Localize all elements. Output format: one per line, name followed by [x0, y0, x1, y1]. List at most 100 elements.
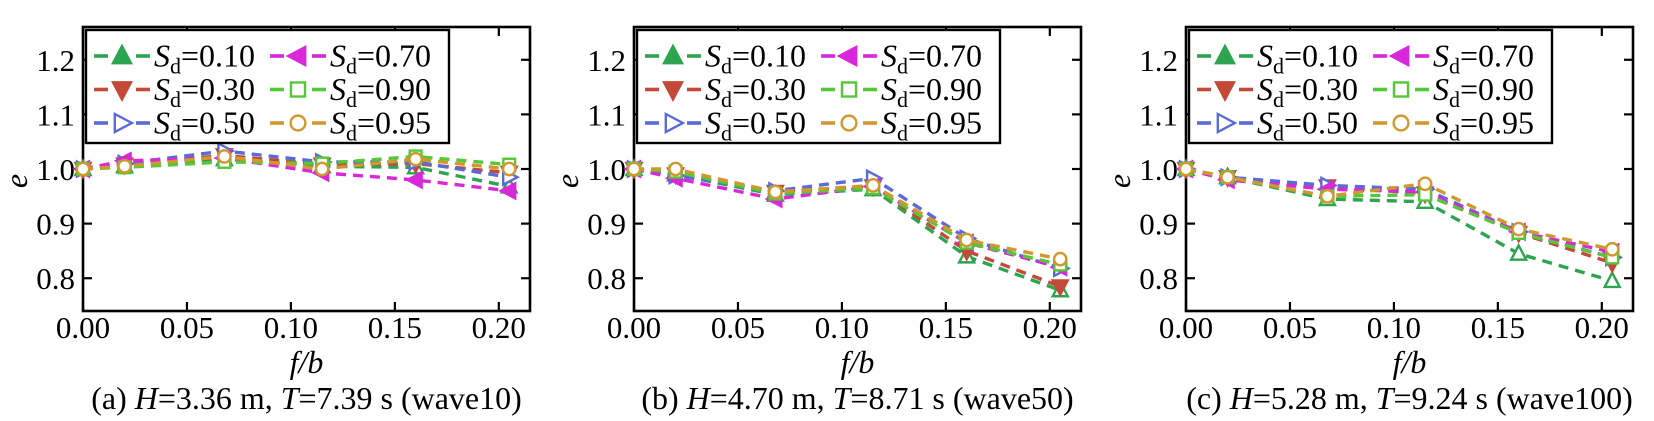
legend-label-sd030: Sd=0.30 [705, 71, 806, 112]
legend-triangle-down-marker-icon [1213, 81, 1236, 102]
y-axis-label: e [551, 174, 585, 188]
y-tick-label: 1.2 [1139, 43, 1178, 78]
legend-label-sd050: Sd=0.50 [1257, 104, 1358, 145]
x-tick-label: 0.15 [368, 310, 422, 345]
circle-marker-icon [668, 161, 684, 177]
legend-label-sd030: Sd=0.30 [1257, 71, 1358, 112]
legend-label-sd070: Sd=0.70 [881, 37, 982, 78]
x-tick-label: 0.00 [607, 310, 661, 345]
legend-square-marker-icon [1392, 81, 1409, 98]
series-sd095 [626, 161, 1068, 267]
legend-square-marker-icon [289, 81, 307, 98]
triangle-down-marker-icon [1051, 279, 1071, 298]
legend-square-marker-icon [841, 81, 858, 98]
chart-c-svg: 0.00 0.05 0.10 0.15 0.20 0.8 0.9 1.0 1.1 1.2 e f/b S… [1103, 25, 1634, 416]
legend-label-sd095: Sd=0.95 [881, 104, 982, 145]
legend-entry-sd030: Sd=0.30 [93, 71, 255, 112]
legend-triangle-left-marker-icon [836, 45, 858, 67]
legend-entry-sd050: Sd=0.50 [645, 104, 806, 146]
legend-triangle-right-marker-icon [1216, 112, 1238, 134]
x-axis-label: f/b [290, 344, 324, 380]
y-tick-label: 0.9 [588, 207, 627, 242]
circle-marker-icon [1219, 169, 1235, 185]
circle-marker-icon [959, 232, 975, 248]
x-tick-label: 0.05 [1262, 310, 1316, 345]
triangle-up-marker-icon [1602, 270, 1622, 289]
legend-entry-sd095: Sd=0.95 [821, 104, 982, 146]
circle-marker-icon [626, 161, 642, 177]
legend-label-sd030: Sd=0.30 [154, 71, 255, 112]
legend-entry-sd090: Sd=0.90 [821, 71, 982, 112]
x-tick-label: 0.20 [1023, 310, 1077, 345]
legend-entry-sd050: Sd=0.50 [1196, 104, 1358, 146]
legend-label-sd090: Sd=0.90 [330, 71, 431, 112]
legend-entry-sd030: Sd=0.30 [645, 71, 806, 112]
triangle-up-marker-icon [1508, 242, 1528, 261]
y-tick-label: 1.2 [36, 43, 75, 78]
legend-triangle-down-marker-icon [662, 81, 685, 102]
legend-triangle-left-marker-icon [285, 45, 307, 67]
x-axis-label: f/b [1392, 344, 1426, 380]
circle-marker-icon [217, 149, 232, 164]
legend-entry-sd070: Sd=0.70 [1372, 37, 1534, 79]
legend-triangle-up-marker-icon [111, 43, 133, 65]
chart-a-svg: 0.00 0.05 0.10 0.15 0.20 0.8 0.9 1.0 1.1 1.2 e f/b S… [0, 25, 532, 416]
y-tick-label: 1.1 [1139, 97, 1178, 132]
legend-label-sd070: Sd=0.70 [1433, 37, 1534, 78]
y-tick-label: 0.8 [1139, 261, 1178, 296]
triangle-left-marker-icon [404, 170, 423, 190]
triangle-left-marker-icon [498, 181, 517, 201]
legend-entry-sd010: Sd=0.10 [645, 37, 806, 79]
y-axis-label: e [1103, 174, 1137, 188]
x-tick-label: 0.20 [472, 310, 526, 345]
legend-label-sd010: Sd=0.10 [154, 37, 255, 78]
circle-marker-icon [75, 161, 91, 177]
circle-marker-icon [1510, 221, 1526, 237]
legend-circle-marker-icon [289, 114, 307, 132]
legend-circle-marker-icon [1392, 114, 1410, 132]
legend-label-sd050: Sd=0.50 [154, 104, 255, 145]
circle-marker-icon [866, 178, 881, 193]
caption-b: (b) H=4.70 m, T=8.71 s (wave50) [642, 380, 1074, 416]
circle-marker-icon [314, 161, 330, 177]
y-tick-label: 1.0 [36, 152, 75, 187]
x-tick-label: 0.05 [160, 310, 214, 345]
circle-marker-icon [1053, 251, 1068, 267]
legend-triangle-right-marker-icon [664, 112, 686, 134]
series-sd095 [1178, 161, 1620, 257]
circle-marker-icon [1417, 176, 1433, 192]
chart-panel-c: 0.00 0.05 0.10 0.15 0.20 0.8 0.9 1.0 1.1 1.2 e f/b S… [1103, 0, 1654, 421]
legend-triangle-up-marker-icon [1213, 43, 1236, 65]
x-tick-label: 0.05 [711, 310, 765, 345]
legend-triangle-up-marker-icon [662, 43, 685, 65]
y-tick-label: 0.9 [36, 207, 75, 242]
y-tick-label: 1.0 [588, 152, 627, 187]
x-axis-label: f/b [841, 344, 875, 380]
x-tick-label: 0.20 [1574, 310, 1628, 345]
y-tick-label: 1.2 [588, 43, 627, 78]
legend-label-sd090: Sd=0.90 [881, 71, 982, 112]
y-tick-label: 1.0 [1139, 152, 1178, 187]
legend-circle-marker-icon [840, 114, 858, 132]
legend-label-sd050: Sd=0.50 [705, 104, 806, 145]
legend-label-sd090: Sd=0.90 [1433, 71, 1534, 112]
legend-entry-sd070: Sd=0.70 [821, 37, 982, 79]
legend-triangle-right-marker-icon [113, 112, 135, 134]
x-tick-label: 0.10 [1366, 310, 1420, 345]
caption-a: (a) H=3.36 m, T=7.39 s (wave10) [91, 380, 522, 416]
y-tick-label: 0.8 [588, 261, 627, 296]
legend-label-sd095: Sd=0.95 [330, 104, 431, 145]
y-tick-label: 1.1 [588, 97, 627, 132]
legend-entry-sd090: Sd=0.90 [269, 71, 431, 112]
legend-label-sd095: Sd=0.95 [1433, 104, 1534, 145]
x-tick-label: 0.15 [919, 310, 973, 345]
legend-entry-sd090: Sd=0.90 [1372, 71, 1534, 112]
legend-entry-sd095: Sd=0.95 [269, 104, 431, 146]
legend-triangle-left-marker-icon [1388, 45, 1410, 67]
circle-marker-icon [1319, 188, 1335, 204]
legend-entry-sd070: Sd=0.70 [269, 37, 431, 79]
